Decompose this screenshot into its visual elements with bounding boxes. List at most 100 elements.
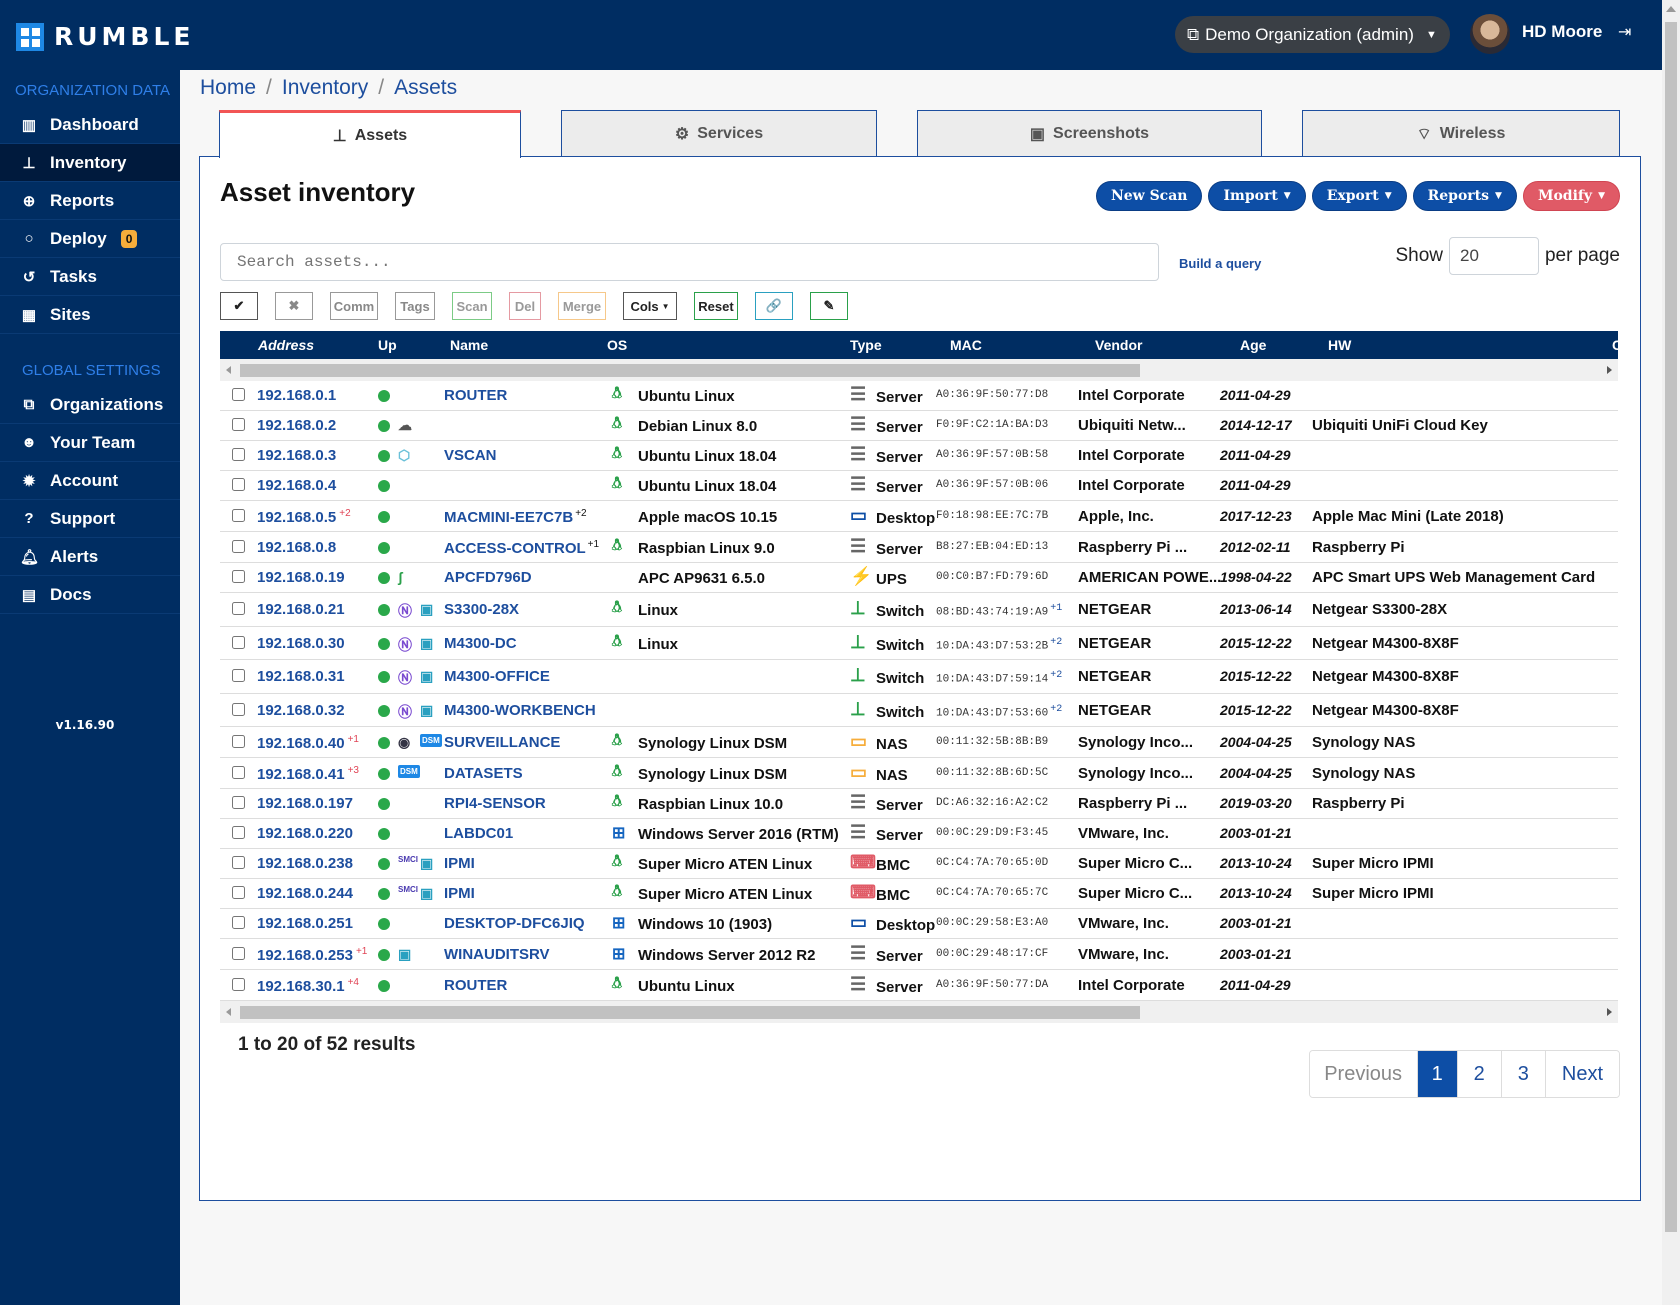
clear-selection-button[interactable]: ✖ — [275, 292, 313, 320]
asset-address-link[interactable]: 192.168.0.253 +1 — [257, 946, 367, 964]
scroll-right-icon[interactable] — [1607, 1008, 1612, 1016]
table-row[interactable]: 192.168.0.244 SMCI ▣ IPMI 🐧︎ Super Micro ATEN… — [220, 879, 1618, 909]
table-row[interactable]: 192.168.0.1 ROUTER 🐧︎ Ubuntu Linux ☰ Server A0… — [220, 381, 1618, 411]
asset-address-link[interactable]: 192.168.0.4 — [257, 477, 336, 494]
row-checkbox[interactable] — [232, 856, 245, 869]
row-checkbox[interactable] — [232, 570, 245, 583]
logout-icon[interactable]: ⇥ — [1618, 22, 1632, 41]
asset-name-link[interactable]: RPI4-SENSOR — [444, 795, 546, 812]
organization-selector[interactable]: ⧉ Demo Organization (admin) ▼ — [1175, 16, 1450, 53]
table-row[interactable]: 192.168.0.220 LABDC01 ⊞ Windows Server 2016… — [220, 819, 1618, 849]
table-scrollbar-bottom[interactable] — [220, 1001, 1618, 1023]
row-checkbox[interactable] — [232, 388, 245, 401]
row-checkbox[interactable] — [232, 635, 245, 649]
asset-address-link[interactable]: 192.168.0.30 — [257, 635, 345, 652]
asset-address-link[interactable]: 192.168.0.31 — [257, 668, 345, 685]
row-checkbox[interactable] — [232, 734, 245, 748]
scrollbar-thumb[interactable] — [1665, 22, 1677, 1232]
asset-name-link[interactable]: IPMI — [444, 885, 475, 902]
rumble-logo[interactable]: RUMBLE — [16, 22, 195, 51]
page-1-button[interactable]: 1 — [1417, 1051, 1458, 1097]
asset-name-link[interactable]: M4300-WORKBENCH — [444, 702, 596, 719]
asset-address-link[interactable]: 192.168.0.19 — [257, 569, 345, 586]
column-hw[interactable]: HW — [1328, 337, 1352, 353]
asset-address-link[interactable]: 192.168.0.220 — [257, 825, 353, 842]
asset-name-link[interactable]: DESKTOP-DFC6JIQ — [444, 915, 585, 932]
delete-button[interactable]: Del — [509, 292, 541, 320]
import-button[interactable]: Import ▼ — [1208, 181, 1306, 211]
next-page-button[interactable]: Next — [1545, 1051, 1619, 1097]
sidebar-item-inventory[interactable]: ⊥ Inventory — [0, 144, 180, 182]
modify-button[interactable]: Modify ▼ — [1522, 181, 1620, 211]
previous-page-button[interactable]: Previous — [1309, 1051, 1418, 1097]
row-checkbox[interactable] — [232, 886, 245, 899]
per-page-input[interactable] — [1448, 237, 1539, 275]
sidebar-item-account[interactable]: ✹ Account — [0, 462, 180, 500]
build-query-link[interactable]: Build a query — [1179, 256, 1262, 271]
asset-name-link[interactable]: M4300-OFFICE — [444, 668, 550, 685]
table-row[interactable]: 192.168.0.32 Ⓝ ▣ M4300-WORKBENCH ⊥ Switch 10:D… — [220, 694, 1618, 727]
table-row[interactable]: 192.168.0.2 ☁ 🐧︎ Debian Linux 8.0 ☰ Server F0:… — [220, 411, 1618, 441]
row-checkbox[interactable] — [232, 669, 245, 682]
user-name[interactable]: HD Moore — [1522, 22, 1603, 41]
page-3-button[interactable]: 3 — [1501, 1051, 1546, 1097]
row-checkbox[interactable] — [232, 796, 245, 809]
tab-services[interactable]: ⚙ Services — [561, 110, 877, 156]
asset-name-link[interactable]: SURVEILLANCE — [444, 734, 560, 751]
tab-screenshots[interactable]: ▣ Screenshots — [917, 110, 1262, 156]
asset-address-link[interactable]: 192.168.0.251 — [257, 915, 353, 932]
asset-address-link[interactable]: 192.168.0.32 — [257, 702, 345, 719]
scroll-up-icon[interactable] — [1666, 6, 1676, 12]
scroll-right-icon[interactable] — [1607, 366, 1612, 374]
tab-assets[interactable]: ⊥ Assets — [219, 110, 521, 158]
row-checkbox[interactable] — [232, 602, 245, 615]
scrollbar-thumb[interactable] — [240, 364, 1140, 377]
column-address[interactable]: Address — [258, 337, 315, 353]
avatar[interactable] — [1470, 14, 1510, 54]
table-row[interactable]: 192.168.0.8 ACCESS-CONTROL +1 🐧︎ Raspbian Li… — [220, 532, 1618, 563]
scan-button[interactable]: Scan — [452, 292, 492, 320]
link-button[interactable]: 🔗 — [755, 292, 793, 320]
asset-address-link[interactable]: 192.168.0.244 — [257, 885, 353, 902]
table-row[interactable]: 192.168.0.5 +2 MACMINI-EE7C7B +2 Apple macOS… — [220, 501, 1618, 532]
row-checkbox[interactable] — [232, 765, 245, 779]
table-row[interactable]: 192.168.0.40 +1 ◉ DSM SURVEILLANCE 🐧︎ Synology… — [220, 727, 1618, 758]
table-row[interactable]: 192.168.0.251 DESKTOP-DFC6JIQ ⊞ Windows 10 … — [220, 909, 1618, 939]
sidebar-item-dashboard[interactable]: ▥ Dashboard — [0, 106, 180, 144]
new-scan-button[interactable]: New Scan — [1095, 181, 1203, 211]
columns-button[interactable]: Cols ▼ — [623, 292, 677, 320]
table-row[interactable]: 192.168.0.197 RPI4-SENSOR 🐧︎ Raspbian Linux… — [220, 789, 1618, 819]
row-checkbox[interactable] — [232, 539, 245, 553]
asset-name-link[interactable]: IPMI — [444, 855, 475, 872]
row-checkbox[interactable] — [232, 418, 245, 431]
table-row[interactable]: 192.168.0.21 Ⓝ ▣ S3300-28X 🐧︎ Linux ⊥ Switch 08:… — [220, 593, 1618, 627]
scroll-left-icon[interactable] — [226, 366, 231, 374]
row-checkbox[interactable] — [232, 946, 245, 960]
asset-name-link[interactable]: ROUTER — [444, 387, 507, 404]
asset-name-link[interactable]: S3300-28X — [444, 601, 519, 618]
asset-name-link[interactable]: DATASETS — [444, 765, 523, 782]
select-all-button[interactable]: ✔ — [220, 292, 258, 320]
merge-button[interactable]: Merge — [558, 292, 606, 320]
sidebar-item-organizations[interactable]: ⧉ Organizations — [0, 386, 180, 424]
asset-address-link[interactable]: 192.168.0.41 +3 — [257, 765, 359, 783]
sidebar-item-your-team[interactable]: ☻ Your Team — [0, 424, 180, 462]
asset-name-link[interactable]: ROUTER — [444, 977, 507, 994]
table-row[interactable]: 192.168.0.4 🐧︎ Ubuntu Linux 18.04 ☰ Server A0… — [220, 471, 1618, 501]
row-checkbox[interactable] — [232, 826, 245, 839]
row-checkbox[interactable] — [232, 508, 245, 522]
row-checkbox[interactable] — [232, 702, 245, 716]
sidebar-item-sites[interactable]: ▦ Sites — [0, 296, 180, 334]
reset-button[interactable]: Reset — [694, 292, 738, 320]
edit-button[interactable]: ✎ — [810, 292, 848, 320]
table-row[interactable]: 192.168.0.238 SMCI ▣ IPMI 🐧︎ Super Micro ATEN… — [220, 849, 1618, 879]
asset-address-link[interactable]: 192.168.0.8 — [257, 539, 336, 556]
asset-address-link[interactable]: 192.168.0.1 — [257, 387, 336, 404]
tags-button[interactable]: Tags — [395, 292, 435, 320]
comment-button[interactable]: Comm — [330, 292, 378, 320]
sidebar-item-deploy[interactable]: ○ Deploy 0 — [0, 220, 180, 258]
asset-address-link[interactable]: 192.168.0.21 — [257, 601, 345, 618]
asset-address-link[interactable]: 192.168.0.3 — [257, 447, 336, 464]
tab-wireless[interactable]: ⌔ Wireless — [1302, 110, 1620, 156]
table-row[interactable]: 192.168.0.19 ʃ APCFD796D APC AP9631 6.5.0 ⚡ U… — [220, 563, 1618, 593]
